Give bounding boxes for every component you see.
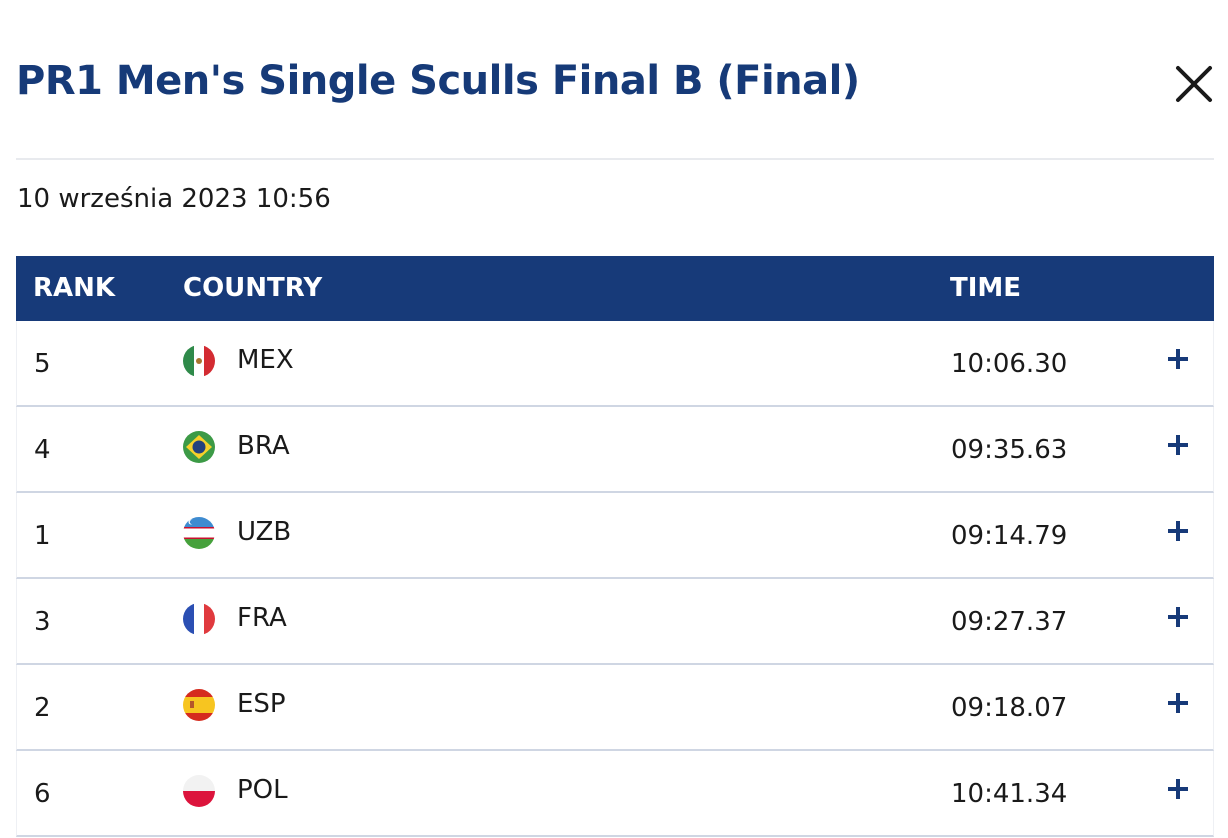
page-title: PR1 Men's Single Sculls Final B (Final) bbox=[16, 58, 860, 104]
france-flag-icon bbox=[183, 603, 215, 635]
results-table: RANK COUNTRY TIME 5 MEX 10:06.30 4 bbox=[16, 256, 1214, 837]
close-icon bbox=[1176, 66, 1212, 102]
table-row: 4 BRA 09:35.63 bbox=[16, 407, 1214, 493]
spain-flag-icon bbox=[183, 689, 215, 721]
time-cell: 10:06.30 bbox=[951, 349, 1068, 379]
rank-cell: 6 bbox=[34, 779, 51, 809]
plus-icon bbox=[1168, 779, 1188, 799]
brazil-flag-icon bbox=[183, 431, 215, 463]
close-button[interactable] bbox=[1174, 64, 1214, 104]
column-header-country: COUNTRY bbox=[183, 273, 323, 303]
plus-icon bbox=[1168, 349, 1188, 369]
expand-row-button[interactable] bbox=[1167, 777, 1189, 799]
time-cell: 10:41.34 bbox=[951, 779, 1068, 809]
time-cell: 09:27.37 bbox=[951, 607, 1068, 637]
time-cell: 09:14.79 bbox=[951, 521, 1068, 551]
race-datetime: 10 września 2023 10:56 bbox=[17, 184, 331, 214]
rank-cell: 1 bbox=[34, 521, 51, 551]
expand-row-button[interactable] bbox=[1167, 605, 1189, 627]
rank-cell: 3 bbox=[34, 607, 51, 637]
poland-flag-icon bbox=[183, 775, 215, 807]
rank-cell: 4 bbox=[34, 435, 51, 465]
time-cell: 09:35.63 bbox=[951, 435, 1068, 465]
column-header-rank: RANK bbox=[33, 273, 116, 303]
expand-row-button[interactable] bbox=[1167, 347, 1189, 369]
country-code: POL bbox=[237, 775, 288, 805]
expand-row-button[interactable] bbox=[1167, 519, 1189, 541]
country-code: ESP bbox=[237, 689, 286, 719]
rank-cell: 2 bbox=[34, 693, 51, 723]
plus-icon bbox=[1168, 607, 1188, 627]
table-row: 1 UZB 09:14.79 bbox=[16, 493, 1214, 579]
time-cell: 09:18.07 bbox=[951, 693, 1068, 723]
expand-row-button[interactable] bbox=[1167, 433, 1189, 455]
table-row: 5 MEX 10:06.30 bbox=[16, 321, 1214, 407]
table-row: 2 ESP 09:18.07 bbox=[16, 665, 1214, 751]
column-header-time: TIME bbox=[950, 273, 1022, 303]
plus-icon bbox=[1168, 521, 1188, 541]
country-code: BRA bbox=[237, 431, 290, 461]
plus-icon bbox=[1168, 693, 1188, 713]
country-code: MEX bbox=[237, 345, 294, 375]
mexico-flag-icon bbox=[183, 345, 215, 377]
table-header: RANK COUNTRY TIME bbox=[16, 256, 1214, 321]
modal-header: PR1 Men's Single Sculls Final B (Final) bbox=[16, 0, 1214, 160]
table-row: 3 FRA 09:27.37 bbox=[16, 579, 1214, 665]
plus-icon bbox=[1168, 435, 1188, 455]
table-row: 6 POL 10:41.34 bbox=[16, 751, 1214, 837]
expand-row-button[interactable] bbox=[1167, 691, 1189, 713]
country-code: FRA bbox=[237, 603, 287, 633]
country-code: UZB bbox=[237, 517, 292, 547]
uzbekistan-flag-icon bbox=[183, 517, 215, 549]
rank-cell: 5 bbox=[34, 349, 51, 379]
